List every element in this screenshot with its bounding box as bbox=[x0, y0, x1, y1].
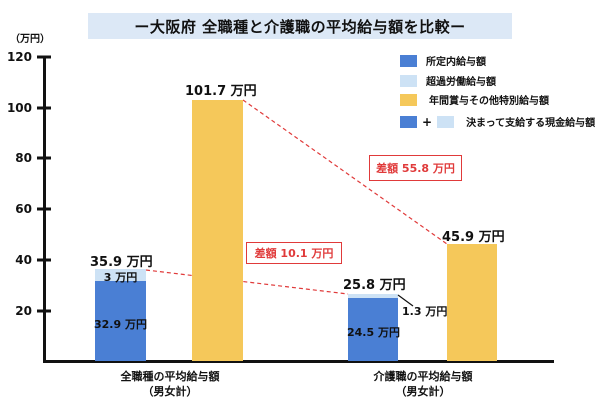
bar-all-bonus bbox=[192, 100, 243, 361]
bar-all-base bbox=[95, 281, 146, 361]
legend-swatch-icon bbox=[400, 74, 417, 87]
legend-item-bonus: 年間賞与その他特別給与額 bbox=[400, 92, 549, 107]
y-tick-label: 80 bbox=[15, 151, 32, 165]
legend-label: 超過労働給与額 bbox=[426, 77, 496, 88]
bar-all-overtime bbox=[95, 269, 146, 281]
legend-swatch-icon bbox=[400, 93, 417, 106]
legend-swatch-icon bbox=[437, 115, 455, 128]
category-label-line2: （男女計） bbox=[142, 385, 198, 398]
y-tick-40 bbox=[37, 258, 51, 262]
value-label-all-base: 32.9 万円 bbox=[94, 318, 147, 331]
y-tick-label: 40 bbox=[15, 253, 32, 267]
legend-label: 決まって支給する現金給与額 bbox=[466, 118, 596, 129]
bonus-difference-box: 差額 55.8 万円 bbox=[369, 155, 462, 181]
legend-item-overtime: 超過労働給与額 bbox=[400, 73, 496, 88]
y-tick-100 bbox=[37, 106, 51, 110]
category-label-line1: 介護職の平均給与額 bbox=[373, 370, 473, 383]
value-label-care-monthly: 25.8 万円 bbox=[343, 278, 406, 293]
bar-care-base bbox=[348, 298, 398, 361]
y-axis-unit: （万円） bbox=[10, 34, 50, 45]
legend-item-base: 所定内給与額 bbox=[400, 53, 486, 68]
monthly-diff-line bbox=[145, 269, 349, 295]
legend-item-monthly-total: + 決まって支給する現金給与額 bbox=[400, 114, 595, 129]
plus-icon: + bbox=[422, 114, 433, 129]
y-tick-label: 20 bbox=[15, 304, 32, 318]
y-tick-120 bbox=[37, 55, 51, 59]
legend-label: 年間賞与その他特別給与額 bbox=[429, 96, 549, 107]
value-label-care-overtime: 1.3 万円 bbox=[402, 305, 448, 318]
value-label-care-bonus: 45.9 万円 bbox=[442, 230, 505, 245]
y-tick-60 bbox=[37, 207, 51, 211]
y-tick-label: 120 bbox=[6, 50, 32, 64]
value-label-all-overtime: 3 万円 bbox=[103, 271, 138, 284]
category-label-line2: （男女計） bbox=[395, 385, 451, 398]
category-label-care: 介護職の平均給与額 （男女計） bbox=[348, 369, 498, 399]
legend-swatch-icon bbox=[400, 54, 417, 67]
value-label-all-monthly: 35.9 万円 bbox=[90, 255, 153, 270]
chart-title: ー大阪府 全職種と介護職の平均給与額を比較ー bbox=[88, 13, 512, 39]
category-label-all: 全職種の平均給与額 （男女計） bbox=[95, 369, 245, 399]
bar-care-overtime bbox=[348, 294, 398, 298]
value-label-care-base: 24.5 万円 bbox=[347, 326, 400, 339]
legend-swatch-icon bbox=[400, 115, 417, 128]
value-label-all-bonus: 101.7 万円 bbox=[185, 84, 257, 99]
legend-label: 所定内給与額 bbox=[426, 57, 486, 68]
monthly-difference-box: 差額 10.1 万円 bbox=[246, 242, 342, 264]
y-tick-20 bbox=[37, 309, 51, 313]
y-tick-label: 100 bbox=[6, 101, 32, 115]
category-label-line1: 全職種の平均給与額 bbox=[120, 370, 220, 383]
bar-care-bonus bbox=[447, 244, 497, 361]
x-axis bbox=[43, 360, 554, 363]
y-tick-80 bbox=[37, 156, 51, 160]
y-tick-label: 60 bbox=[15, 202, 32, 216]
